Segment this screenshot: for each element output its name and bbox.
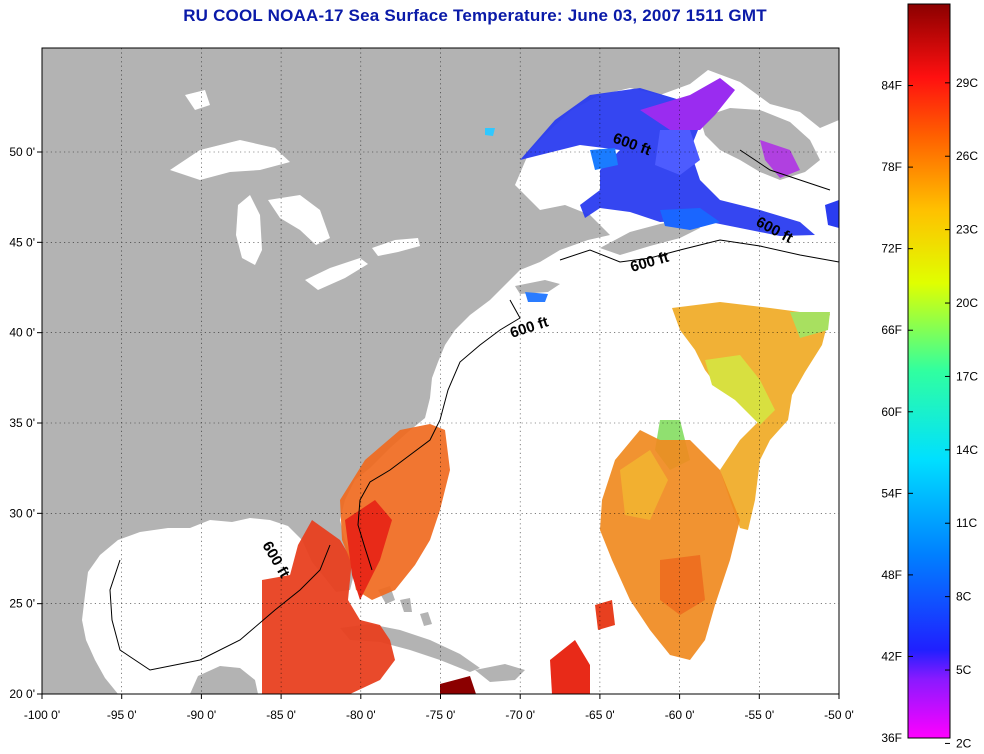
lon-tick-label: -75 0' <box>426 708 456 722</box>
colorbar-legend: 84F 78F 72F 66F 60F 54F 48F 42F 36F 29C 26C 23C 20C… <box>881 3 978 750</box>
colorbar-f-label: 66F <box>881 323 902 337</box>
colorbar-gradient <box>907 3 951 739</box>
lat-tick-label: 30 0' <box>9 506 35 520</box>
colorbar-f-label: 36F <box>881 731 902 745</box>
graticule <box>42 48 839 694</box>
colorbar-c-label: 8C <box>956 590 972 604</box>
colorbar-c-label: 5C <box>956 663 972 677</box>
colorbar-f-label: 48F <box>881 568 902 582</box>
chart-title: RU COOL NOAA-17 Sea Surface Temperature:… <box>183 6 767 25</box>
colorbar-f-label: 54F <box>881 486 902 500</box>
colorbar-f-label: 42F <box>881 649 902 663</box>
colorbar-c-label: 23C <box>956 223 978 237</box>
colorbar-f-label: 78F <box>881 160 902 174</box>
lon-tick-label: -95 0' <box>107 708 137 722</box>
lon-tick-label: -65 0' <box>585 708 615 722</box>
lat-tick-label: 20 0' <box>9 687 35 701</box>
lon-tick-label: -85 0' <box>266 708 296 722</box>
lat-tick-label: 45 0' <box>9 235 35 249</box>
colorbar-f-label: 60F <box>881 405 902 419</box>
latitude-axis: 50 0' 45 0' 40 0' 35 0' 30 0' 25 0' 20 0' <box>9 145 42 701</box>
lon-tick-label: -90 0' <box>187 708 217 722</box>
lon-tick-label: -100 0' <box>24 708 60 722</box>
colorbar-c-label: 17C <box>956 369 978 383</box>
colorbar-f-label: 72F <box>881 242 902 256</box>
shelf-contour-600ft <box>109 149 840 671</box>
lat-tick-label: 25 0' <box>9 597 35 611</box>
sst-swaths <box>262 78 839 694</box>
lat-tick-label: 40 0' <box>9 326 35 340</box>
colorbar-c-label: 26C <box>956 149 978 163</box>
colorbar-c-label: 11C <box>956 516 977 530</box>
colorbar-f-label: 84F <box>881 79 902 93</box>
lat-tick-label: 35 0' <box>9 416 35 430</box>
great-lakes <box>170 90 420 290</box>
lon-tick-label: -60 0' <box>665 708 695 722</box>
colorbar-c-label: 2C <box>956 736 972 750</box>
lon-tick-label: -50 0' <box>824 708 854 722</box>
colorbar-c-label: 29C <box>956 76 978 90</box>
colorbar-c-label: 14C <box>956 443 978 457</box>
lon-tick-label: -55 0' <box>744 708 774 722</box>
lon-tick-label: -80 0' <box>346 708 376 722</box>
lon-tick-label: -70 0' <box>505 708 535 722</box>
colorbar-c-label: 20C <box>956 296 978 310</box>
lat-tick-label: 50 0' <box>9 145 35 159</box>
longitude-axis: -100 0' -95 0' -90 0' -85 0' -80 0' -75 0' -70… <box>24 694 854 722</box>
